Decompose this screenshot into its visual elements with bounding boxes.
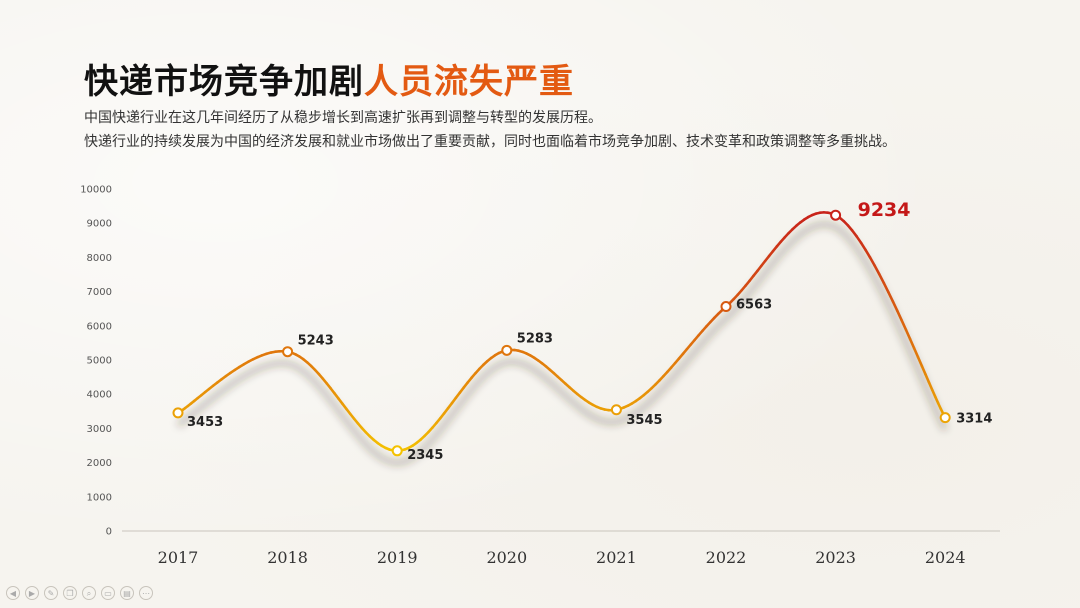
data-label: 3314 [956,412,992,427]
series-line-segment [864,248,872,259]
view-icon[interactable]: ▤ [120,586,134,600]
series-line-segment [920,364,927,376]
x-tick-label: 2019 [377,548,418,567]
series-line-segment [887,290,895,303]
x-tick-label: 2018 [267,548,308,567]
x-tick-label: 2017 [158,548,199,567]
title-accent: 人员流失严重 [364,62,574,102]
series-line-segment [895,309,903,322]
x-tick-label: 2020 [486,548,527,567]
series-line-segment [904,328,912,341]
y-axis: 0 1000 2000 3000 4000 5000 6000 7000 8000 9000 100… [80,185,112,538]
pen-icon[interactable]: ✎ [44,586,58,600]
data-point [501,344,513,356]
series-line-segment [877,272,886,285]
x-tick-label: 2022 [706,548,747,567]
y-tick-label: 4000 [87,390,112,401]
copy-icon[interactable]: ❐ [63,586,77,600]
data-point [391,445,403,457]
zoom-icon[interactable]: ⌕ [82,586,96,600]
y-tick-label: 2000 [87,458,112,469]
prev-icon[interactable]: ◀ [6,586,20,600]
series-line-segment [873,264,881,276]
series-line [176,211,947,453]
series-line-segment [891,300,899,313]
y-tick-label: 10000 [80,185,112,196]
series-line-segment [900,318,908,331]
series-line-segment [882,281,890,294]
series-line-segment [912,346,920,359]
data-point [830,209,842,221]
data-point [610,404,622,416]
description-line-1: 中国快递行业在这几年间经历了从稳步增长到高速扩张再到调整与转型的发展历程。 [84,110,602,126]
series-line-segment [855,235,863,245]
slide-toolbar: ◀ ▶ ✎ ❐ ⌕ ▭ ▤ ⋯ [6,586,153,600]
series-line-segment [868,256,876,267]
y-tick-label: 6000 [87,321,112,332]
data-point [172,407,184,419]
data-label: 5283 [517,331,553,346]
series-line-segment [908,337,916,350]
y-tick-label: 9000 [87,219,112,230]
next-icon[interactable]: ▶ [25,586,39,600]
series-line-shadow [176,221,948,466]
more-icon[interactable]: ⋯ [139,586,153,600]
y-tick-label: 0 [106,527,112,538]
y-tick-label: 8000 [87,253,112,264]
data-point [282,346,294,358]
x-tick-label: 2021 [596,548,637,567]
description-line-2: 快递行业的持续发展为中国的经济发展和就业市场做出了重要贡献，同时也面临着市场竞争… [84,134,896,150]
data-point [939,412,951,424]
data-label: 3453 [187,415,223,430]
data-labels: 3453 5243 2345 5283 3545 6563 9234 3314 [187,199,992,463]
series-line-segment [924,373,931,384]
series-line-segment [859,241,867,252]
y-tick-label: 5000 [87,356,112,367]
data-point [720,301,732,313]
series-line-segment [927,381,934,392]
data-label: 2345 [407,448,443,463]
highlight-data-label: 9234 [858,199,911,221]
x-axis: 2017 2018 2019 2020 2021 2022 2023 2024 [158,548,966,567]
x-tick-label: 2023 [815,548,856,567]
data-points [172,209,951,457]
y-tick-label: 7000 [87,287,112,298]
y-tick-label: 3000 [87,424,112,435]
data-label: 5243 [298,334,334,349]
title-main: 快递市场竞争加剧 [84,62,364,102]
series-line-segment [916,355,924,368]
y-tick-label: 1000 [87,492,112,503]
x-tick-label: 2024 [925,548,966,567]
data-label: 3545 [626,413,662,428]
screen-icon[interactable]: ▭ [101,586,115,600]
page-title: 快递市场竞争加剧人员流失严重 [84,54,574,103]
data-label: 6563 [736,298,772,313]
